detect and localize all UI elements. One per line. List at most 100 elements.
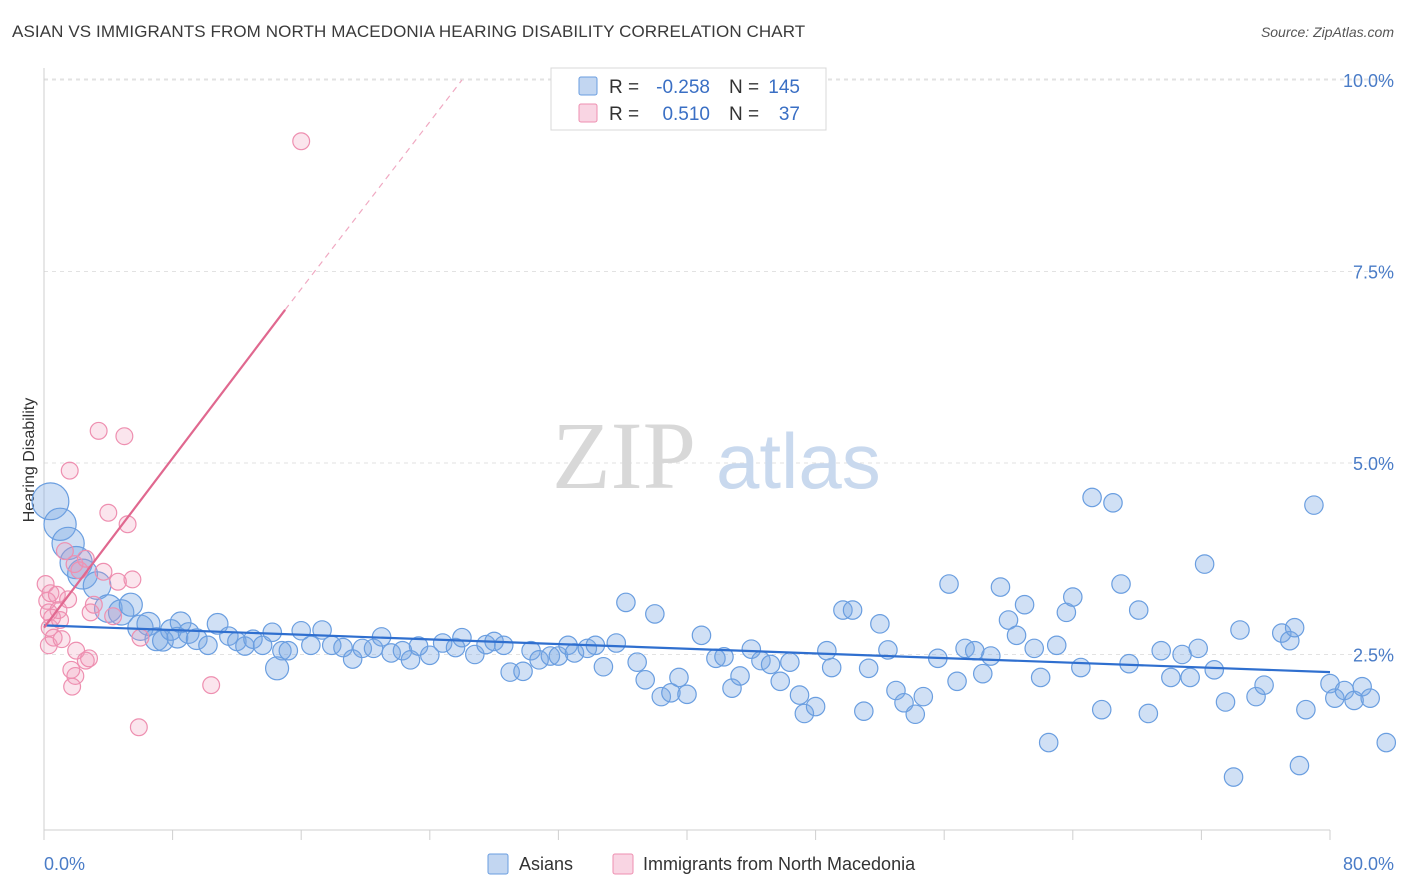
- watermark-atlas: atlas: [716, 417, 881, 505]
- asians-point: [166, 626, 189, 649]
- macedonia-point: [115, 427, 134, 446]
- asians-point: [352, 638, 373, 659]
- asians-point: [651, 686, 672, 707]
- legend-n-value-macedonia: 37: [779, 104, 800, 125]
- asians-point: [616, 592, 636, 613]
- asians-point: [780, 652, 800, 672]
- asians-point: [1063, 587, 1083, 607]
- asians-point: [730, 666, 750, 686]
- asians-point: [854, 701, 874, 721]
- legend-r-label-asians: R =: [609, 77, 639, 98]
- asians-point: [1223, 767, 1244, 787]
- asians-point: [1304, 495, 1324, 515]
- asians-point: [1030, 667, 1051, 688]
- x-tick-label-max: 80.0%: [1343, 854, 1394, 874]
- legend-r-value-asians: -0.258: [656, 77, 710, 98]
- watermark: ZIP atlas: [552, 402, 881, 509]
- asians-point: [185, 628, 208, 651]
- asians-point: [1204, 660, 1225, 680]
- macedonia-point: [59, 590, 78, 609]
- asians-point: [661, 682, 681, 703]
- macedonia-point: [66, 666, 85, 685]
- asians-point: [301, 635, 321, 656]
- asians-point: [1194, 554, 1215, 574]
- legend-n-value-asians: 145: [768, 77, 800, 98]
- asians-point: [1111, 574, 1131, 594]
- asians-point: [445, 637, 466, 658]
- macedonia-point: [89, 421, 108, 440]
- asians-point: [272, 640, 292, 661]
- macedonia-point: [94, 562, 113, 581]
- series-macedonia-points: [36, 132, 311, 737]
- legend-swatch-asians: [578, 76, 598, 96]
- legend-series: Asians Immigrants from North Macedonia: [487, 853, 916, 875]
- macedonia-point: [123, 570, 142, 589]
- asians-point: [955, 638, 975, 659]
- asians-point: [333, 637, 353, 658]
- asians-point: [870, 614, 890, 634]
- asians-point: [645, 604, 665, 624]
- legend-swatch-macedonia: [578, 103, 598, 123]
- asians-point: [198, 635, 218, 656]
- macedonia-point: [76, 651, 95, 670]
- asians-point: [627, 652, 647, 672]
- asians-point: [913, 686, 934, 707]
- asians-point: [886, 680, 906, 701]
- x-tick-label-min: 0.0%: [44, 854, 85, 874]
- asians-point: [817, 640, 837, 661]
- asians-point: [252, 635, 273, 656]
- asians-point: [770, 671, 791, 692]
- asians-point: [1289, 755, 1310, 776]
- asians-point: [1280, 630, 1300, 651]
- asians-point: [577, 638, 598, 659]
- asians-point: [741, 639, 762, 659]
- watermark-zip: ZIP: [552, 402, 696, 509]
- asians-point: [1091, 699, 1112, 720]
- asians-point: [677, 684, 697, 705]
- asians-point: [1188, 638, 1208, 659]
- macedonia-point: [65, 555, 84, 574]
- asians-point: [1138, 703, 1159, 724]
- asians-point: [419, 645, 440, 666]
- asians-point: [990, 577, 1011, 597]
- macedonia-point: [47, 585, 66, 604]
- asians-point: [118, 592, 143, 617]
- asians-point: [235, 636, 255, 656]
- asians-trend-line: [43, 624, 1331, 674]
- asians-point: [476, 634, 496, 655]
- asians-point: [635, 669, 656, 690]
- asians-point: [1082, 487, 1102, 508]
- gridlines: [44, 78, 1394, 655]
- asians-point: [805, 696, 826, 717]
- trend-lines: [43, 79, 1331, 674]
- asians-point: [1151, 640, 1172, 661]
- asians-point: [998, 610, 1019, 630]
- macedonia-point: [108, 572, 127, 591]
- asians-point: [540, 646, 561, 666]
- asians-point: [1246, 686, 1266, 707]
- asians-point: [606, 633, 627, 653]
- asians-point: [243, 629, 263, 649]
- legend-n-label-macedonia: N =: [729, 104, 759, 125]
- macedonia-point: [55, 542, 74, 561]
- asians-point: [1046, 635, 1067, 656]
- legend-r-label-macedonia: R =: [609, 104, 639, 125]
- asians-point: [1006, 625, 1027, 646]
- asians-point: [714, 646, 734, 667]
- asians-point: [1180, 667, 1200, 688]
- y-axis-label: Hearing Disability: [21, 398, 38, 523]
- asians-point: [1230, 620, 1250, 640]
- asians-point: [1360, 688, 1380, 708]
- asians-point: [1352, 676, 1372, 697]
- asians-point: [452, 627, 472, 648]
- asians-point: [858, 658, 879, 679]
- asians-point: [905, 704, 926, 725]
- macedonia-trend-extension: [284, 79, 463, 311]
- asians-point: [1014, 594, 1035, 615]
- asians-point: [669, 667, 689, 688]
- macedonia-point: [63, 677, 82, 696]
- chart-title: ASIAN VS IMMIGRANTS FROM NORTH MACEDONIA…: [12, 22, 806, 41]
- asians-point: [432, 633, 453, 653]
- asians-point: [972, 663, 993, 684]
